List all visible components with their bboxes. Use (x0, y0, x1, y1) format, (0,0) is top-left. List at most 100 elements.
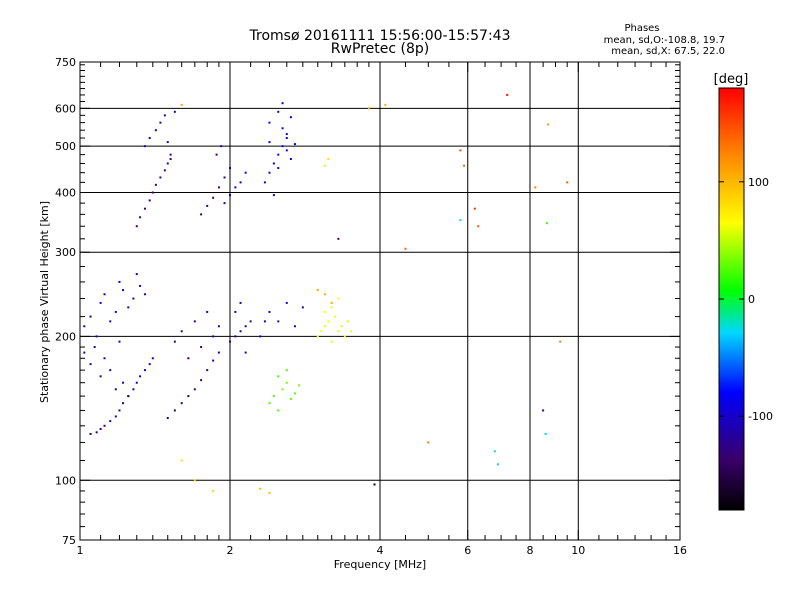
data-point (259, 335, 262, 338)
data-point (93, 346, 96, 349)
data-point (277, 153, 280, 156)
colorbar-ticks: 100 0 -100 (719, 176, 773, 423)
data-point (99, 428, 102, 431)
data-point (169, 153, 172, 156)
y-tick-labels: 75 100 200 300 400 500 600 750 (55, 56, 680, 547)
data-point (263, 320, 266, 323)
data-point (384, 103, 387, 106)
data-point (122, 402, 125, 405)
data-point (212, 489, 215, 492)
colorbar-tick-label: 100 (748, 176, 769, 189)
data-point (337, 330, 340, 333)
data-point (132, 297, 135, 300)
data-point (95, 431, 98, 434)
data-point (263, 181, 266, 184)
data-point (327, 158, 330, 161)
data-point (187, 395, 190, 398)
data-point (166, 416, 169, 419)
data-point (143, 369, 146, 372)
data-point (166, 162, 169, 165)
data-point (187, 357, 190, 360)
data-point (127, 306, 130, 309)
data-point (83, 325, 86, 328)
y-tick-label: 750 (55, 56, 76, 69)
data-point (132, 388, 135, 391)
data-point (473, 207, 476, 210)
grid-lines (80, 62, 680, 540)
data-point (173, 110, 176, 113)
data-point (281, 102, 284, 105)
data-point (127, 395, 130, 398)
x-axis-label: Frequency [MHz] (334, 558, 426, 571)
data-point (239, 181, 242, 184)
data-point (545, 222, 548, 225)
data-point (166, 141, 169, 144)
data-point (215, 153, 218, 156)
data-point (293, 392, 296, 395)
data-point (272, 162, 275, 165)
data-point (217, 351, 220, 354)
data-point (220, 145, 223, 148)
data-point (180, 103, 183, 106)
data-point (268, 402, 271, 405)
data-point (103, 293, 106, 296)
data-point (493, 450, 496, 453)
data-point (229, 340, 231, 343)
data-point (323, 310, 326, 313)
data-point (151, 357, 154, 360)
data-point (154, 129, 157, 132)
data-point (169, 158, 172, 161)
data-point (173, 409, 176, 412)
data-point (103, 357, 106, 360)
data-point (268, 141, 271, 144)
data-point (122, 289, 125, 292)
data-point (159, 176, 162, 179)
data-point (118, 409, 121, 412)
data-point (83, 351, 86, 354)
x-tick-label: 16 (673, 544, 687, 557)
data-point (268, 121, 271, 124)
data-point (200, 213, 203, 216)
data-point (234, 186, 237, 189)
data-point (249, 320, 252, 323)
data-point (154, 183, 157, 186)
data-point (229, 167, 231, 170)
y-tick-label: 500 (55, 140, 76, 153)
data-point (163, 114, 166, 117)
stats-heading: Phases (624, 23, 659, 34)
data-point (268, 171, 271, 174)
data-point (320, 330, 323, 333)
data-point (268, 492, 271, 495)
data-point (259, 487, 262, 490)
data-point (151, 191, 154, 194)
data-point (122, 381, 125, 384)
data-point (234, 335, 237, 338)
data-point (159, 121, 162, 124)
data-point (316, 335, 319, 338)
data-point (285, 133, 288, 136)
y-tick-label: 100 (55, 474, 76, 487)
data-point (212, 335, 215, 338)
data-point (114, 388, 117, 391)
data-point (103, 424, 106, 427)
data-point (373, 483, 376, 486)
data-point (193, 388, 196, 391)
data-point (323, 293, 326, 296)
data-point (223, 176, 226, 179)
data-point (272, 194, 275, 197)
data-point (135, 273, 138, 276)
data-point (277, 409, 280, 412)
data-point (139, 375, 142, 378)
data-point (193, 479, 196, 482)
data-point (173, 340, 176, 343)
data-point (544, 432, 547, 435)
data-point (99, 375, 102, 378)
data-point (200, 346, 203, 349)
chart-title: Tromsø 20161111 15:56:00-15:57:43 (249, 28, 511, 44)
data-point (143, 293, 146, 296)
data-point (346, 320, 349, 323)
data-point (200, 379, 203, 382)
data-point (135, 225, 138, 228)
data-point (239, 330, 242, 333)
